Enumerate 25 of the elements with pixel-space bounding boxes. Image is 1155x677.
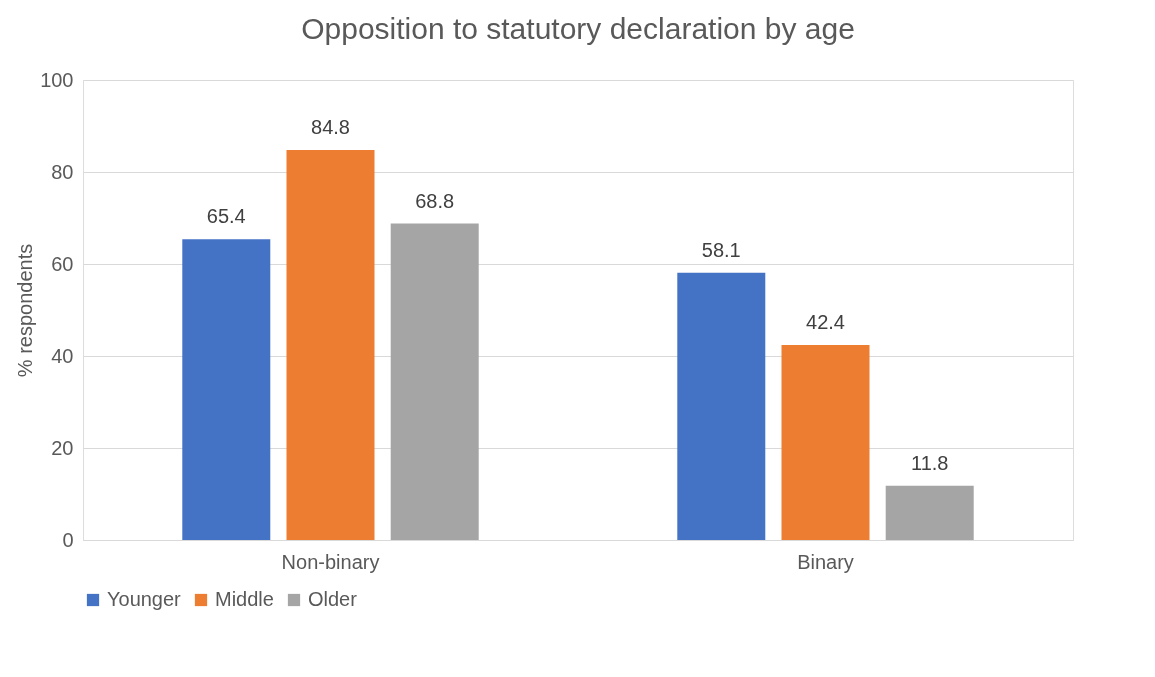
data-label: 42.4 [806, 310, 845, 333]
y-tick-label: 40 [51, 344, 74, 367]
bar [286, 149, 375, 540]
bar [885, 485, 974, 540]
y-tick-label: 80 [51, 160, 74, 183]
bar [677, 272, 766, 540]
bar [390, 223, 479, 540]
y-tick-label: 20 [51, 436, 74, 459]
data-label: 58.1 [701, 238, 741, 261]
legend-label: Middle [215, 588, 274, 610]
data-label: 11.8 [910, 451, 949, 474]
y-axis-title: % respondents [14, 243, 37, 378]
legend-label: Older [308, 588, 358, 610]
bar [182, 239, 271, 540]
bar [781, 344, 870, 540]
chart-title: Opposition to statutory declaration by age [301, 12, 855, 45]
x-tick-label: Non-binary [281, 550, 380, 573]
y-tick-label: 0 [62, 528, 74, 551]
y-tick-label: 60 [51, 252, 74, 275]
data-label: 65.4 [206, 205, 246, 228]
y-tick-label: 100 [40, 68, 74, 91]
data-label: 68.8 [415, 189, 455, 212]
x-tick-label: Binary [797, 550, 854, 573]
data-label: 84.8 [311, 115, 350, 138]
legend-label: Younger [107, 588, 182, 610]
